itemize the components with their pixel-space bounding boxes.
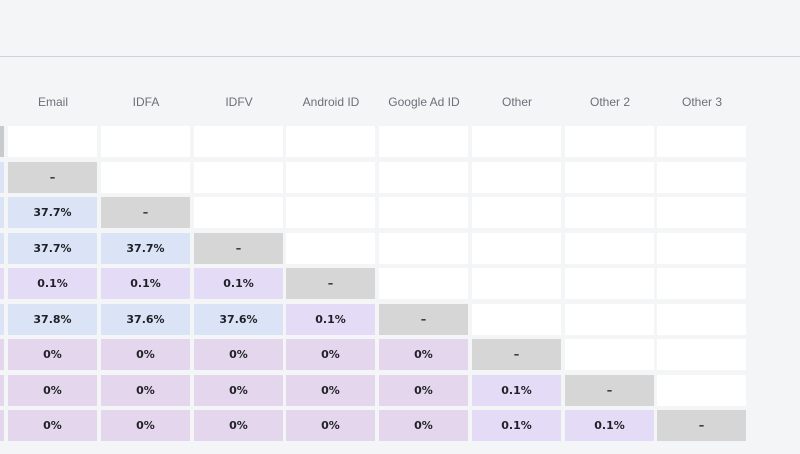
matrix-cell-empty[interactable]: [101, 162, 190, 193]
matrix-cell[interactable]: 0.1%: [472, 375, 561, 406]
matrix-cell[interactable]: 0%: [194, 375, 283, 406]
matrix-cell[interactable]: 0.1%: [194, 268, 283, 299]
matrix-cell-empty[interactable]: [379, 126, 468, 157]
matrix-cell-empty[interactable]: [565, 162, 654, 193]
matrix-cell-empty[interactable]: [472, 268, 561, 299]
matrix-cell-empty[interactable]: [194, 162, 283, 193]
matrix-cell[interactable]: 0%: [101, 410, 190, 441]
row-edge-cell: [0, 339, 4, 370]
matrix-cell-empty[interactable]: [657, 197, 746, 228]
matrix-cell-empty[interactable]: [286, 233, 375, 264]
matrix-cell-empty[interactable]: [565, 126, 654, 157]
matrix-cell-empty[interactable]: [379, 268, 468, 299]
matrix-cell[interactable]: 37.8%: [8, 304, 97, 335]
matrix-cell-empty[interactable]: [657, 162, 746, 193]
matrix-cell-empty[interactable]: [565, 304, 654, 335]
matrix-cell[interactable]: 37.7%: [8, 197, 97, 228]
matrix-cell[interactable]: 0%: [286, 375, 375, 406]
matrix-cell[interactable]: 0%: [194, 410, 283, 441]
matrix-cell-empty[interactable]: [379, 162, 468, 193]
matrix-cell[interactable]: 0%: [101, 339, 190, 370]
row-edge-cell: [0, 268, 4, 299]
matrix-cell-empty[interactable]: [8, 126, 97, 157]
matrix-cell[interactable]: 0.1%: [286, 304, 375, 335]
matrix-cell[interactable]: 37.7%: [8, 233, 97, 264]
matrix-cell-empty[interactable]: [286, 197, 375, 228]
matrix-cell[interactable]: 0%: [101, 375, 190, 406]
matrix-cell-empty[interactable]: [657, 375, 746, 406]
matrix-cell-diagonal[interactable]: –: [379, 304, 468, 335]
matrix-cell-diagonal[interactable]: –: [472, 339, 561, 370]
matrix-cell-empty[interactable]: [565, 339, 654, 370]
matrix-cell-diagonal[interactable]: –: [8, 162, 97, 193]
matrix-cell[interactable]: 37.6%: [194, 304, 283, 335]
matrix-cell[interactable]: 0%: [194, 339, 283, 370]
column-header-android-id[interactable]: Android ID: [302, 95, 360, 109]
matrix-cell[interactable]: 37.7%: [101, 233, 190, 264]
matrix-cell-empty[interactable]: [379, 233, 468, 264]
matrix-cell-diagonal[interactable]: –: [565, 375, 654, 406]
row-edge-cell: [0, 375, 4, 406]
column-header-email[interactable]: Email: [37, 95, 68, 109]
matrix-cell-empty[interactable]: [657, 233, 746, 264]
top-toolbar: [0, 0, 800, 57]
matrix-cell[interactable]: 0.1%: [472, 410, 561, 441]
matrix-cell-empty[interactable]: [472, 197, 561, 228]
column-header-google-ad-id[interactable]: Google Ad ID: [388, 95, 460, 109]
matrix-cell-empty[interactable]: [472, 162, 561, 193]
matrix-cell-empty[interactable]: [565, 197, 654, 228]
matrix-cell-empty[interactable]: [194, 126, 283, 157]
matrix-cell-empty[interactable]: [286, 126, 375, 157]
row-edge-cell: [0, 233, 4, 264]
matrix-cell[interactable]: 0.1%: [101, 268, 190, 299]
matrix-cell-empty[interactable]: [472, 304, 561, 335]
matrix-cell-empty[interactable]: [379, 197, 468, 228]
matrix-cell-empty[interactable]: [657, 304, 746, 335]
column-header-other[interactable]: Other: [501, 95, 532, 109]
matrix-cell[interactable]: 0%: [8, 339, 97, 370]
matrix-cell-empty[interactable]: [565, 233, 654, 264]
column-header-other-2[interactable]: Other 2: [589, 95, 631, 109]
row-edge-cell: [0, 197, 4, 228]
matrix-cell-empty[interactable]: [657, 268, 746, 299]
column-header-other-3[interactable]: Other 3: [681, 95, 723, 109]
matrix-cell[interactable]: 0%: [8, 410, 97, 441]
row-edge-cell: [0, 304, 4, 335]
column-header-idfv[interactable]: IDFV: [225, 95, 253, 109]
column-header-idfa[interactable]: IDFA: [132, 95, 160, 109]
matrix-cell-diagonal[interactable]: –: [194, 233, 283, 264]
matrix-cell-diagonal[interactable]: –: [657, 410, 746, 441]
matrix-cell-diagonal[interactable]: –: [286, 268, 375, 299]
matrix-cell[interactable]: 37.6%: [101, 304, 190, 335]
matrix-cell-empty[interactable]: [194, 197, 283, 228]
row-edge-cell: [0, 126, 4, 157]
matrix-cell-diagonal[interactable]: –: [101, 197, 190, 228]
matrix-cell[interactable]: 0%: [286, 410, 375, 441]
matrix-cell-empty[interactable]: [101, 126, 190, 157]
matrix-cell[interactable]: 0%: [379, 339, 468, 370]
matrix-cell-empty[interactable]: [472, 233, 561, 264]
row-edge-cell: [0, 162, 4, 193]
matrix-cell[interactable]: 0.1%: [8, 268, 97, 299]
matrix-cell[interactable]: 0.1%: [565, 410, 654, 441]
matrix-cell[interactable]: 0%: [379, 410, 468, 441]
matrix-cell[interactable]: 0%: [379, 375, 468, 406]
matrix-cell[interactable]: 0%: [8, 375, 97, 406]
column-headers: Email IDFA IDFV Android ID Google Ad ID …: [0, 92, 800, 112]
matrix-cell[interactable]: 0%: [286, 339, 375, 370]
matrix-cell-empty[interactable]: [565, 268, 654, 299]
matrix-cell-empty[interactable]: [286, 162, 375, 193]
matrix-cell-empty[interactable]: [657, 126, 746, 157]
matrix-cell-empty[interactable]: [472, 126, 561, 157]
row-edge-cell: [0, 410, 4, 441]
matrix-cell-empty[interactable]: [657, 339, 746, 370]
